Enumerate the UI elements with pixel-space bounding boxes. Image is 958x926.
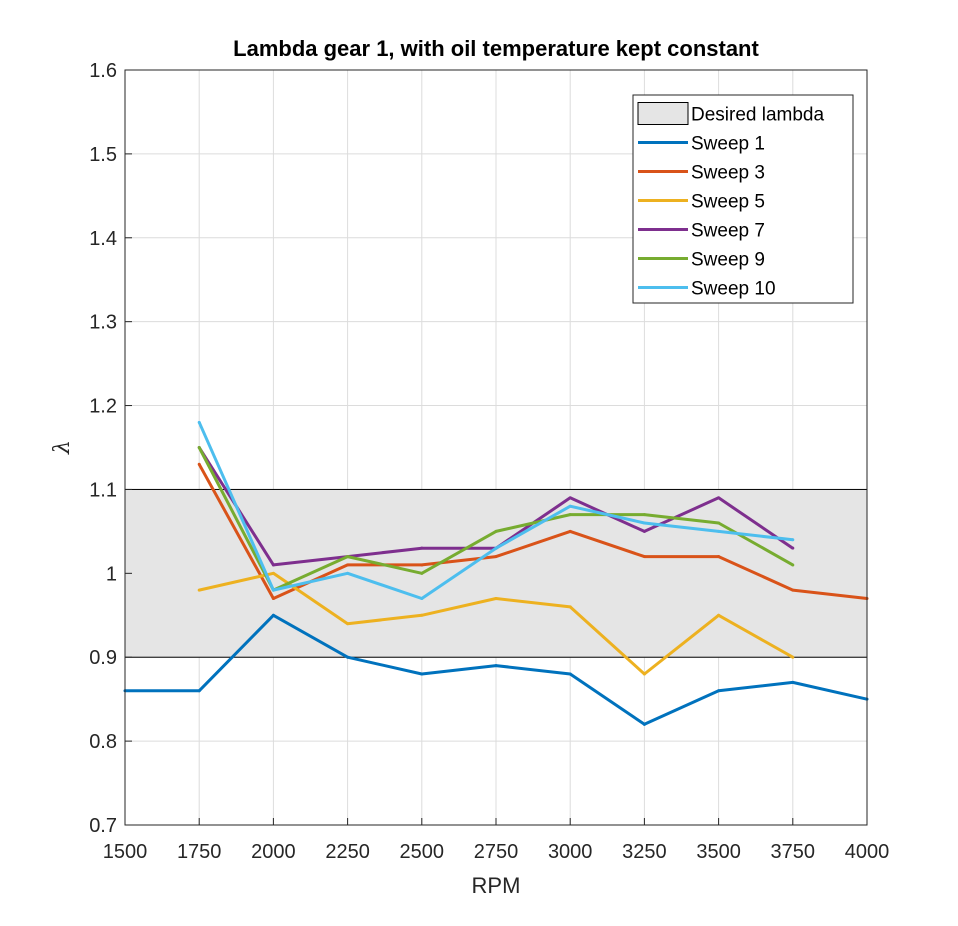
data-point [568,504,572,508]
data-point [642,555,646,559]
data-point [642,722,646,726]
y-tick-label: 1.1 [89,479,117,501]
data-point [791,546,795,550]
legend: Desired lambda Sweep 1 Sweep 3 Sweep 5 Sweep… [632,94,854,304]
y-tick-label: 0.8 [89,731,117,753]
data-point [568,605,572,609]
data-point [791,588,795,592]
data-point [420,546,424,550]
data-point [717,613,721,617]
series-sweep-10 [197,420,795,600]
x-tick-label: 2000 [251,841,296,863]
data-point [346,622,350,626]
data-point [420,571,424,575]
data-point [791,655,795,659]
legend-label: Sweep 1 [691,134,765,155]
data-point [197,446,201,449]
data-point [346,563,350,567]
y-tick-label: 1.5 [89,144,117,166]
legend-label: Sweep 9 [691,250,765,271]
data-point [420,563,424,567]
legend-swatch-desired-lambda [637,102,689,125]
data-point [717,496,721,500]
legend-label: Sweep 7 [691,221,765,242]
data-point [642,529,646,533]
data-point [791,538,795,542]
x-tick-label: 4000 [845,841,890,863]
x-tick-label: 3500 [696,841,741,863]
data-point [791,563,795,567]
data-point [717,555,721,559]
legend-label-desired-lambda: Desired lambda [691,105,824,126]
chart-title: Lambda gear 1, with oil temperature kept… [233,36,759,61]
data-point [197,588,201,592]
series-sweep-1 [123,613,869,726]
y-tick-label: 1.4 [89,228,117,250]
data-point [197,420,201,424]
y-tick-label: 1 [106,563,117,585]
data-point [568,513,572,517]
x-tick-label: 2250 [325,841,370,863]
legend-label: Sweep 10 [691,279,776,300]
tick-labels: 1500 1750 2000 2250 2500 2750 3000 3250 3500 3750… [89,60,889,863]
x-tick-label: 1750 [177,841,222,863]
data-point [494,664,498,668]
x-axis-label: RPM [472,873,521,898]
data-point [271,613,275,617]
data-point [642,513,646,517]
data-point [717,521,721,525]
data-point [717,689,721,693]
data-point [791,680,795,684]
data-point [568,672,572,676]
legend-box [632,94,854,304]
y-axis-label: λ [50,440,75,455]
legend-label: Sweep 3 [691,163,765,184]
data-point [346,555,350,559]
data-point [717,529,721,533]
data-point [494,555,498,559]
x-tick-label: 2750 [474,841,519,863]
y-tick-label: 1.2 [89,396,117,418]
data-point [494,529,498,533]
y-tick-label: 0.9 [89,647,117,669]
x-tick-label: 3250 [622,841,667,863]
data-point [568,529,572,533]
legend-label: Sweep 5 [691,192,765,213]
data-point [271,588,275,592]
data-point [420,672,424,676]
data-point [420,613,424,617]
data-point [197,462,201,466]
data-point [420,597,424,600]
y-tick-label: 0.7 [89,815,117,837]
data-point [346,655,350,659]
data-point [494,597,498,600]
data-point [197,689,201,693]
data-point [271,597,275,600]
y-tick-label: 1.6 [89,60,117,82]
series-sweep-5 [197,571,795,676]
data-point [494,546,498,550]
data-point [568,496,572,500]
x-tick-label: 2500 [400,841,445,863]
x-tick-label: 3750 [771,841,816,863]
data-point [271,571,275,575]
y-tick-label: 1.3 [89,312,117,334]
data-point [642,672,646,676]
data-point [346,571,350,575]
x-tick-label: 3000 [548,841,593,863]
x-tick-label: 1500 [103,841,148,863]
data-point [271,563,275,567]
series-lines [123,420,869,726]
data-point [642,521,646,525]
